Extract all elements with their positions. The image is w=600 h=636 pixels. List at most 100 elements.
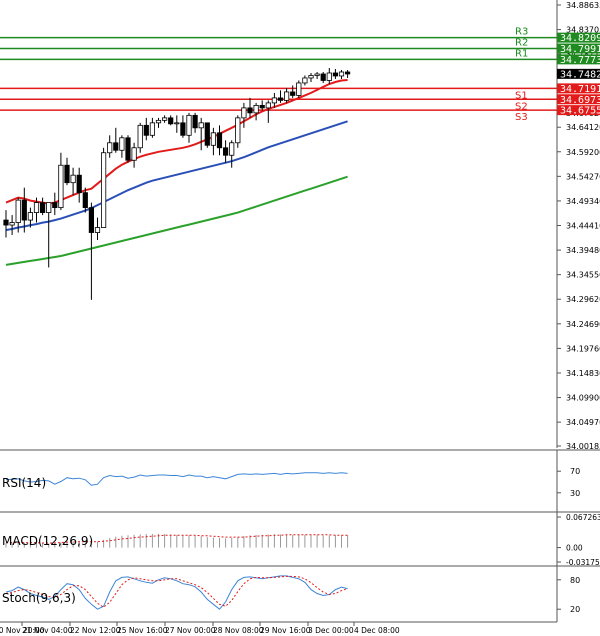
main-y-tick-label-13: 34.24690 (566, 320, 600, 329)
level-name-s2: S2 (515, 101, 528, 112)
candle-body-up (94, 227, 101, 233)
candle (241, 102, 247, 128)
time-tick-label-2: 22 Nov 12:00 (70, 626, 121, 635)
candle-body-down (259, 104, 265, 109)
time-tick-label-4: 27 Nov 00:00 (165, 626, 216, 635)
candle (222, 140, 229, 163)
last-price-tag: 34.74825 (560, 69, 600, 80)
candle-body-down (113, 142, 119, 151)
main-y-tick-label-5: 34.64120 (566, 123, 600, 132)
candle (40, 197, 46, 216)
candle-body-down (64, 164, 70, 184)
main-y-tick-label-17: 34.04970 (566, 418, 600, 427)
candle (210, 127, 216, 156)
rsi-line (5, 472, 348, 486)
candle (271, 92, 278, 108)
candle-body-up (9, 222, 15, 226)
macd-panel: MACD(12,26,9) 0.067263 0.00 -0.031754 (0, 511, 600, 567)
macd-y-tick-label-0: 0.067263 (566, 513, 600, 522)
candle-body-up (265, 102, 271, 109)
candle-body-up (186, 114, 192, 136)
candle (326, 67, 332, 84)
candle (204, 122, 210, 148)
candle (88, 202, 94, 300)
candle (296, 80, 302, 98)
rsi-y-axis: 70 30 (557, 467, 580, 498)
candle-body-up (174, 122, 180, 125)
candle-body-up (137, 124, 143, 149)
candle-body-down (3, 219, 9, 226)
candle (149, 117, 155, 138)
candle-body-up (15, 199, 21, 223)
candle (101, 147, 107, 228)
main-y-tick-label-18: 34.00185 (566, 442, 600, 451)
last-price-tag-bg (557, 68, 600, 79)
candle-body-up (253, 104, 259, 114)
candle-body-down (88, 207, 94, 233)
rsi-y-tick-label-1: 30 (570, 489, 580, 498)
candle (320, 71, 326, 83)
level-name-r2: R2 (515, 38, 528, 49)
candle-body-up (296, 82, 302, 96)
candle (192, 112, 198, 133)
candle-body-down (204, 122, 210, 146)
candle-body-up (58, 164, 64, 209)
time-tick-label-6: 29 Nov 16:00 (260, 626, 311, 635)
macd-label: MACD(12,26,9) (2, 534, 93, 548)
macd-signal-line (6, 534, 348, 544)
candle (46, 202, 52, 268)
candle-body-down (125, 137, 131, 161)
candle (70, 167, 76, 196)
candle-body-up (155, 119, 162, 124)
stochastic-layer (5, 575, 348, 610)
candle (137, 122, 143, 153)
rsi-panel-background (0, 452, 557, 512)
candle (290, 85, 296, 98)
stoch-y-axis: 80 20 (557, 576, 580, 614)
candle-body-up (229, 142, 235, 156)
candle-body-up (198, 122, 204, 129)
main-y-tick-label-8: 34.49340 (566, 197, 600, 206)
candle (235, 115, 241, 148)
stoch-signal-line (5, 575, 348, 608)
candle-body-up (101, 152, 107, 228)
candle (131, 142, 137, 168)
main-y-tick-label-12: 34.29620 (566, 295, 600, 304)
level-tag-bg-r3 (557, 32, 600, 43)
candle (27, 207, 34, 228)
time-tick-label-0: 20 Nov 20:00 (0, 626, 45, 635)
candle-body-down (52, 202, 58, 209)
candle-body-up (149, 122, 155, 136)
main-y-tick-label-0: 34.88635 (566, 1, 600, 10)
candle (247, 97, 253, 118)
candle (21, 187, 27, 233)
time-tick-label-3: 25 Nov 16:00 (117, 626, 168, 635)
price-tag-layer: 34.8209034.7991034.77730 34.7191034.69730… (557, 32, 600, 117)
level-name-r1: R1 (515, 48, 528, 59)
candle (283, 87, 290, 103)
candle-body-down (76, 174, 82, 194)
candle (229, 140, 235, 168)
level-tag-bg-s1 (557, 83, 600, 94)
candle-body-down (290, 91, 296, 96)
candle-body-up (302, 77, 308, 84)
main-y-tick-label-1: 34.83705 (566, 26, 600, 35)
candle-body-up (46, 202, 52, 213)
candle-body-down (168, 117, 174, 125)
time-tick-label-8: 4 Dec 08:00 (354, 626, 400, 635)
main-y-tick-label-11: 34.34550 (566, 271, 600, 280)
candle (332, 68, 339, 79)
candle-body-up (161, 117, 168, 121)
candle-body-down (82, 192, 88, 209)
time-tick-label-5: 28 Nov 08:00 (213, 626, 264, 635)
main-y-tick-label-9: 34.44410 (566, 222, 600, 231)
candle (314, 71, 320, 79)
candle-body-up (235, 117, 241, 144)
candle (174, 115, 180, 133)
candle (119, 135, 125, 158)
level-tag-r2: 34.79910 (560, 44, 600, 55)
moving-average-line-1 (5, 120, 348, 231)
candle-body-down (222, 147, 229, 156)
